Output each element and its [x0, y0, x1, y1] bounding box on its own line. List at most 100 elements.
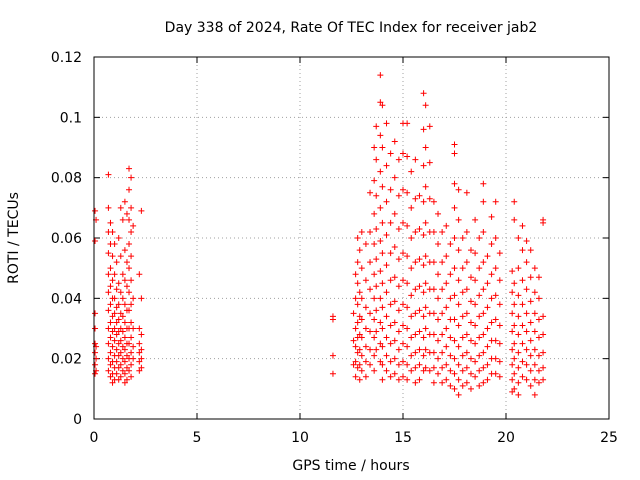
- data-point: [420, 289, 427, 296]
- data-point: [515, 331, 522, 338]
- y-tick-label: 0.1: [60, 110, 82, 126]
- data-point: [352, 271, 359, 278]
- data-point: [379, 183, 386, 190]
- data-point: [109, 228, 116, 235]
- data-point: [379, 304, 386, 311]
- data-point: [412, 349, 419, 356]
- data-point: [377, 168, 384, 175]
- data-point: [113, 370, 120, 377]
- data-point: [484, 361, 491, 368]
- data-point: [480, 286, 487, 293]
- data-point: [358, 295, 365, 302]
- data-point: [362, 304, 369, 311]
- data-point: [527, 367, 534, 374]
- data-point: [126, 307, 133, 314]
- data-point: [373, 307, 380, 314]
- data-point: [451, 385, 458, 392]
- y-tick-label: 0.08: [51, 171, 82, 187]
- data-point: [395, 283, 402, 290]
- data-point: [128, 204, 135, 211]
- data-point: [420, 313, 427, 320]
- data-point: [138, 355, 145, 362]
- data-point: [119, 295, 126, 302]
- data-point: [400, 186, 406, 193]
- data-point: [367, 310, 374, 317]
- data-point: [451, 370, 458, 377]
- data-point: [447, 382, 454, 389]
- data-point: [451, 337, 458, 344]
- data-point: [459, 289, 466, 296]
- data-point: [391, 298, 398, 305]
- data-point: [426, 123, 433, 130]
- data-point: [531, 361, 538, 368]
- data-point: [480, 364, 487, 371]
- data-point: [472, 216, 479, 223]
- data-point: [511, 216, 518, 223]
- data-point: [523, 361, 530, 368]
- data-point: [377, 358, 384, 365]
- data-point: [531, 328, 538, 335]
- data-point: [519, 358, 526, 365]
- data-point: [435, 355, 442, 362]
- data-point: [373, 192, 380, 199]
- data-point: [443, 325, 450, 332]
- grid-lines: [94, 57, 609, 419]
- data-point: [387, 373, 394, 380]
- data-point: [435, 295, 442, 302]
- data-point: [362, 358, 369, 365]
- data-point: [105, 204, 112, 211]
- data-point: [540, 364, 547, 371]
- data-point: [377, 132, 384, 139]
- data-point: [439, 364, 446, 371]
- data-point: [443, 222, 450, 229]
- data-point: [121, 319, 128, 326]
- data-point: [443, 343, 450, 350]
- data-point: [492, 316, 499, 323]
- data-point: [451, 265, 458, 272]
- data-point: [111, 325, 118, 332]
- data-point: [455, 376, 462, 383]
- data-point: [408, 265, 415, 272]
- data-point: [511, 355, 518, 362]
- data-point: [463, 259, 470, 266]
- data-point: [371, 144, 378, 151]
- plot-frame: [93, 56, 610, 420]
- data-point: [136, 358, 143, 365]
- x-tick-label: 0: [90, 430, 99, 446]
- data-point: [119, 328, 126, 335]
- data-point: [367, 286, 374, 293]
- data-point: [395, 361, 402, 368]
- data-point: [362, 325, 369, 332]
- data-point: [484, 325, 491, 332]
- data-point: [371, 295, 378, 302]
- data-point: [400, 250, 406, 257]
- data-point: [511, 280, 518, 287]
- data-point: [400, 373, 406, 380]
- data-point: [476, 352, 483, 359]
- data-point: [117, 325, 124, 332]
- data-point: [420, 162, 427, 169]
- data-point: [408, 235, 415, 241]
- data-point: [400, 219, 406, 226]
- data-point: [356, 289, 363, 296]
- data-point: [531, 391, 538, 398]
- data-point: [476, 313, 483, 320]
- data-point: [383, 334, 390, 341]
- data-point: [519, 247, 526, 254]
- data-point: [420, 367, 427, 374]
- data-point: [379, 361, 386, 368]
- data-point: [404, 280, 411, 287]
- data-point: [435, 316, 442, 323]
- data-point: [463, 310, 470, 317]
- data-point: [371, 241, 378, 248]
- data-point: [391, 319, 398, 326]
- data-point: [329, 370, 336, 377]
- data-point: [447, 241, 454, 248]
- data-point: [92, 207, 99, 214]
- data-point: [377, 204, 384, 211]
- data-point: [352, 358, 359, 365]
- data-point: [109, 328, 116, 335]
- data-point: [121, 379, 128, 386]
- data-point: [373, 283, 380, 290]
- data-point: [395, 346, 402, 353]
